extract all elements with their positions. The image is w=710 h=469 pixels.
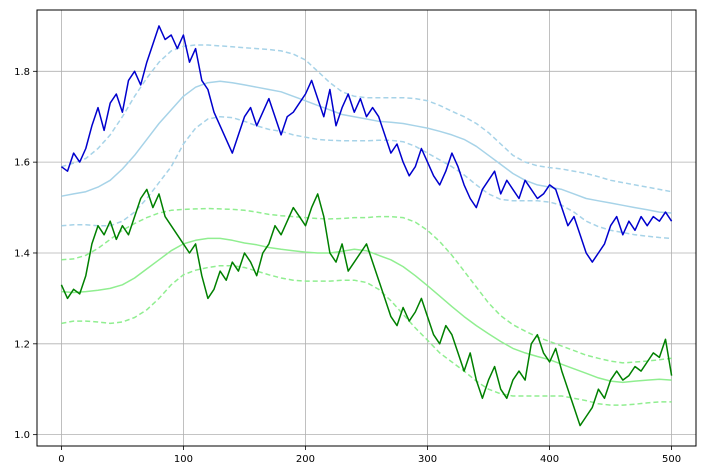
x-tick-label: 500 [662, 454, 681, 465]
y-tick-label: 1.0 [14, 430, 30, 441]
grid-lines [37, 10, 696, 446]
blue-moving-average-line [61, 80, 672, 214]
x-tick-label: 300 [418, 454, 437, 465]
y-axis: 1.0 1.2 1.4 1.6 1.8 [14, 67, 37, 441]
series-layer [60, 25, 673, 427]
blue-upper-band-line [61, 44, 672, 193]
green-series-line [60, 188, 673, 427]
blue-lower-band-line [61, 115, 672, 240]
y-tick-label: 1.4 [14, 248, 30, 259]
green-moving-average-line [61, 237, 672, 384]
x-tick-label: 0 [58, 454, 64, 465]
y-tick-label: 1.8 [14, 67, 30, 78]
x-axis: 0 100 200 300 400 500 [58, 446, 681, 465]
y-tick-label: 1.6 [14, 158, 30, 169]
y-tick-label: 1.2 [14, 339, 30, 350]
green-upper-band-line [61, 207, 672, 364]
x-tick-label: 400 [540, 454, 559, 465]
plot-frame [36, 9, 697, 447]
x-tick-label: 200 [296, 454, 315, 465]
blue-series-line [60, 25, 673, 263]
x-tick-label: 100 [174, 454, 193, 465]
